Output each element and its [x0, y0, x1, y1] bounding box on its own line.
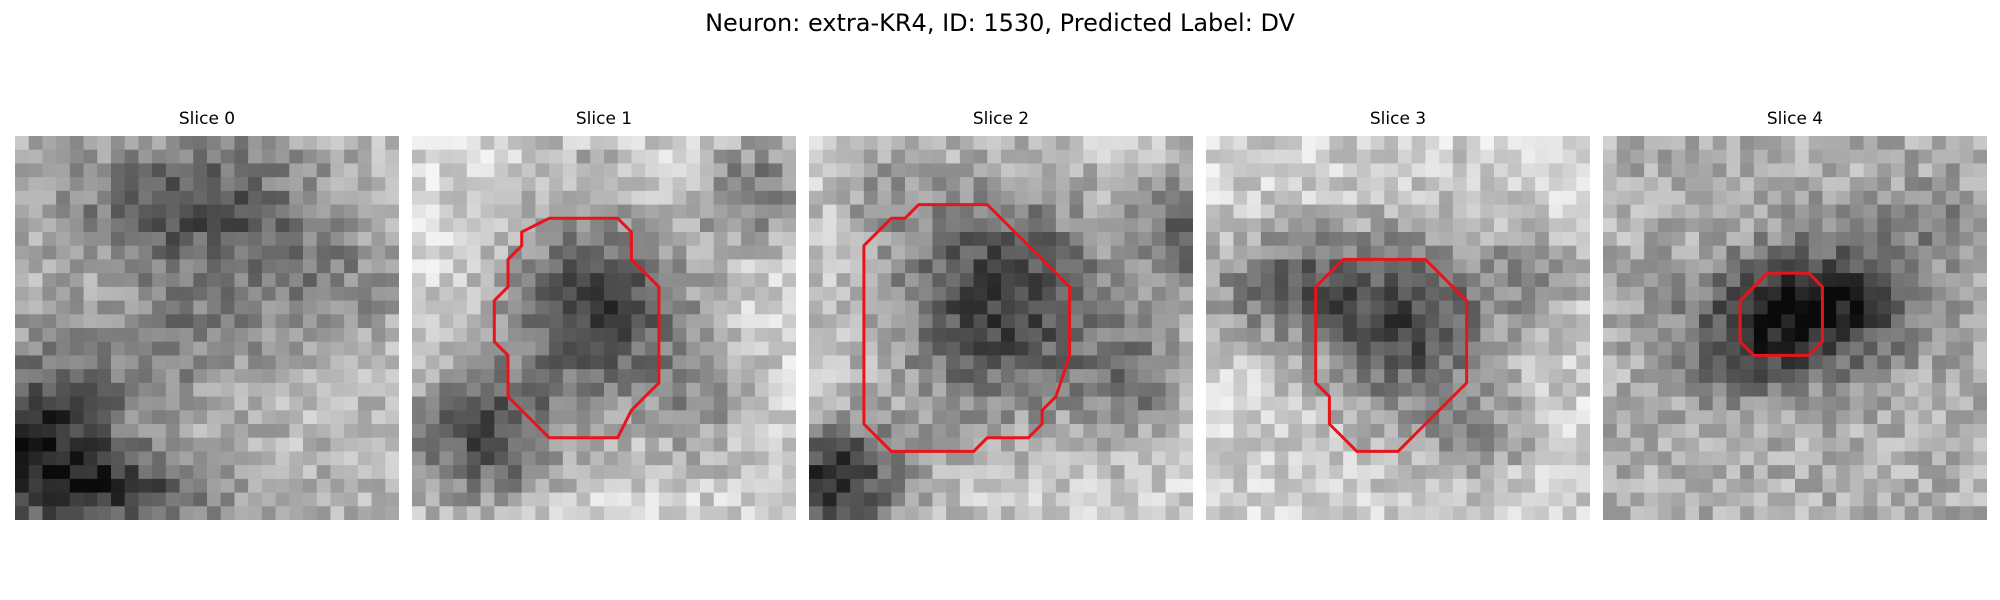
slice-title: Slice 3	[1369, 109, 1427, 129]
figure-title: Neuron: extra-KR4, ID: 1530, Predicted L…	[705, 9, 1295, 37]
slice-panel-1: Slice 1	[412, 108, 796, 520]
segmentation-contour	[492, 216, 661, 440]
slice-title: Slice 0	[178, 109, 236, 129]
slice-image	[15, 136, 399, 520]
segmentation-contour	[862, 203, 1072, 453]
segmentation-contour	[1314, 257, 1469, 453]
slice-panel-3: Slice 3	[1206, 108, 1590, 520]
slice-panel-0: Slice 0	[15, 108, 399, 520]
slice-panel-4: Slice 4	[1603, 108, 1987, 520]
slice-image	[412, 136, 796, 520]
slice-image	[1603, 136, 1987, 520]
slice-title: Slice 4	[1766, 109, 1824, 129]
slice-title: Slice 1	[575, 109, 633, 129]
slice-image	[809, 136, 1193, 520]
segmentation-contour	[1738, 271, 1824, 357]
slice-panel-2: Slice 2	[809, 108, 1193, 520]
slice-image	[1206, 136, 1590, 520]
slice-title: Slice 2	[972, 109, 1030, 129]
